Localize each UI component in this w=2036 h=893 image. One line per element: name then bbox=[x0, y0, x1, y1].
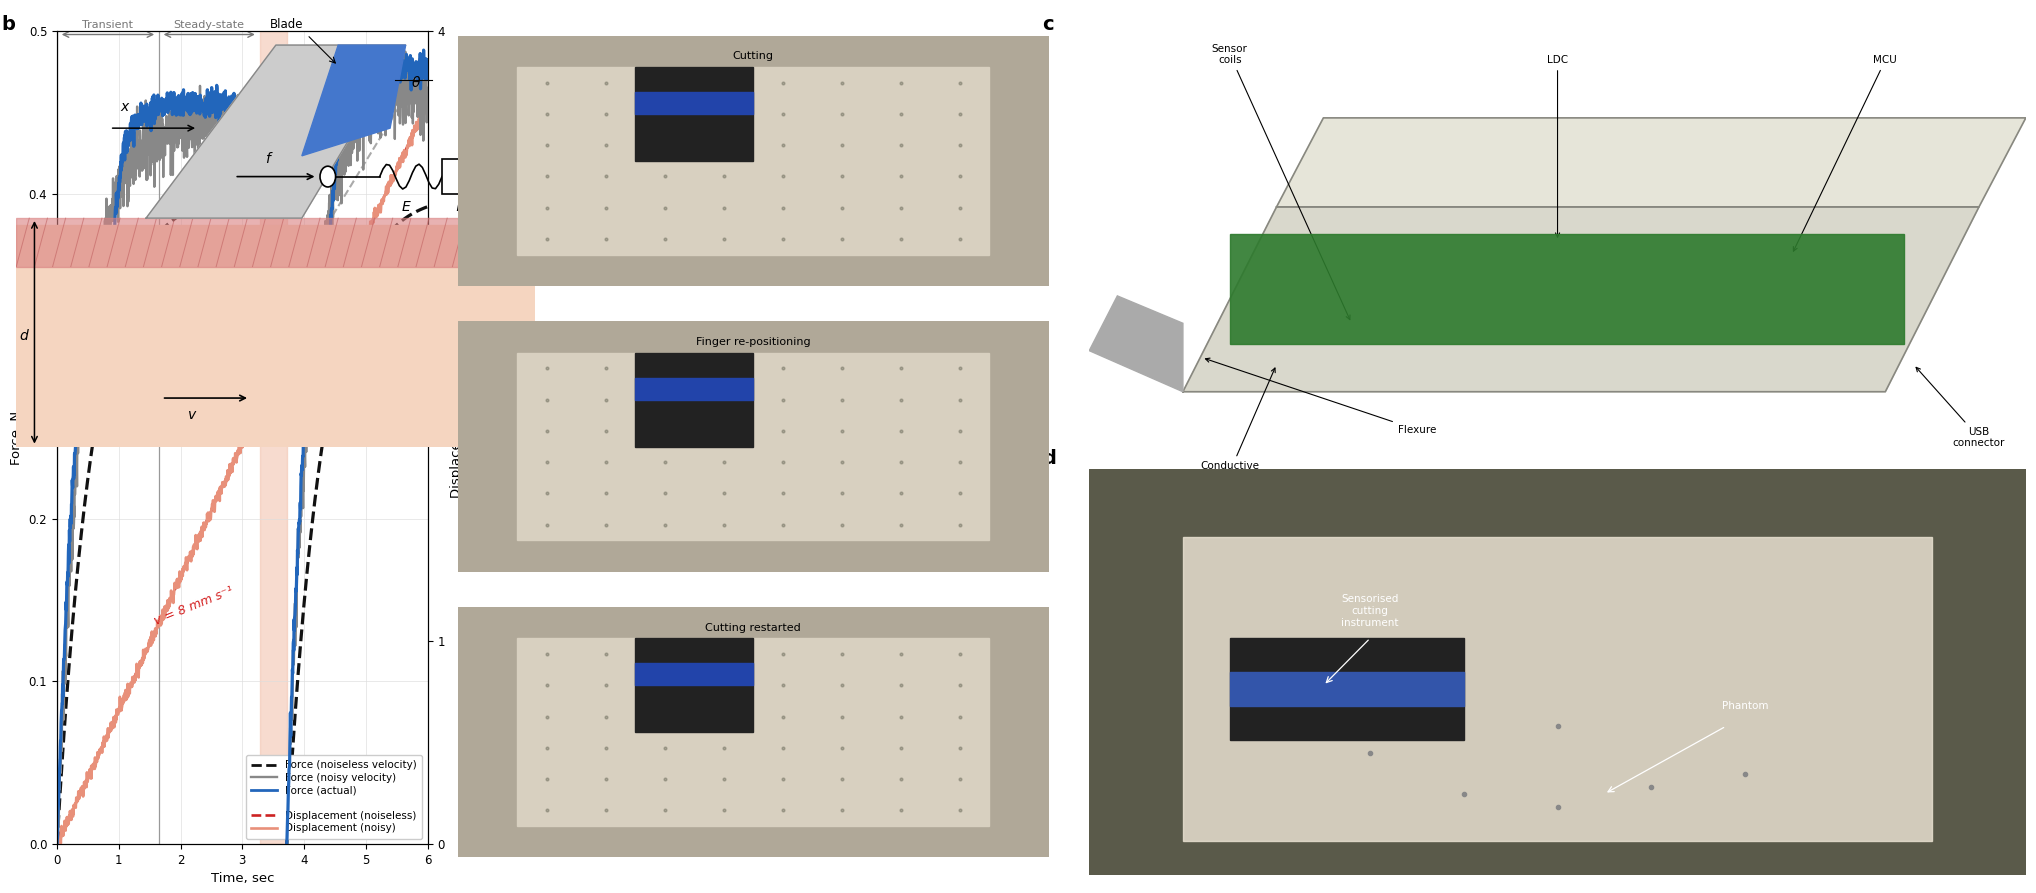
Text: d: d bbox=[18, 329, 29, 343]
Text: Steady-state: Steady-state bbox=[173, 20, 244, 29]
Polygon shape bbox=[1183, 207, 1979, 392]
Text: x: x bbox=[120, 100, 128, 113]
Bar bbox=[635, 378, 753, 400]
Circle shape bbox=[320, 166, 336, 187]
Bar bbox=[442, 159, 478, 194]
Text: Transient: Transient bbox=[83, 20, 134, 29]
Bar bbox=[635, 663, 753, 686]
Legend: Force (noiseless velocity), Force (noisy velocity), Force (actual), , Displaceme: Force (noiseless velocity), Force (noisy… bbox=[246, 755, 421, 839]
Text: USB
connector: USB connector bbox=[1916, 367, 2005, 448]
Polygon shape bbox=[1277, 118, 2026, 207]
Text: Flexure: Flexure bbox=[1205, 358, 1435, 435]
Bar bbox=[517, 353, 989, 540]
Text: Sensor
coils: Sensor coils bbox=[1211, 44, 1350, 320]
Bar bbox=[16, 225, 535, 446]
Bar bbox=[1230, 234, 1904, 344]
Text: Conductive
target: Conductive target bbox=[1201, 368, 1275, 483]
Text: $\eta$: $\eta$ bbox=[454, 201, 466, 216]
Bar bbox=[517, 67, 989, 255]
Bar bbox=[635, 638, 753, 732]
Text: Sensorised
cutting
instrument: Sensorised cutting instrument bbox=[1342, 595, 1399, 628]
Text: $\theta$: $\theta$ bbox=[411, 75, 421, 89]
Polygon shape bbox=[147, 45, 405, 218]
Bar bbox=[1230, 638, 1464, 739]
Text: E: E bbox=[401, 200, 409, 214]
Text: c: c bbox=[1042, 15, 1055, 34]
Text: Phantom: Phantom bbox=[1722, 701, 1767, 711]
Bar bbox=[635, 67, 753, 161]
Y-axis label: Displacement, cm: Displacement, cm bbox=[450, 378, 464, 497]
Text: Cutting: Cutting bbox=[733, 51, 774, 62]
Y-axis label: Force, N: Force, N bbox=[10, 411, 22, 464]
Text: b: b bbox=[2, 15, 16, 34]
Bar bbox=[635, 92, 753, 113]
Text: Blade: Blade bbox=[269, 18, 303, 30]
Text: MCU: MCU bbox=[1794, 55, 1898, 251]
Text: d: d bbox=[1042, 448, 1057, 468]
Polygon shape bbox=[301, 45, 405, 155]
Text: v: v bbox=[187, 408, 195, 421]
Bar bbox=[635, 353, 753, 446]
Bar bbox=[517, 638, 989, 826]
Bar bbox=[1183, 537, 1932, 841]
Polygon shape bbox=[1089, 296, 1183, 392]
X-axis label: Time, sec: Time, sec bbox=[210, 872, 275, 885]
Bar bbox=[16, 218, 535, 266]
Bar bbox=[259, 31, 287, 844]
Text: v = 8 mm s⁻¹: v = 8 mm s⁻¹ bbox=[153, 584, 236, 628]
Text: Cutting restarted: Cutting restarted bbox=[704, 623, 802, 633]
Bar bbox=[1230, 672, 1464, 705]
Text: Finger re-positioning: Finger re-positioning bbox=[696, 338, 810, 347]
Text: f: f bbox=[265, 152, 271, 166]
Text: LDC: LDC bbox=[1547, 55, 1568, 237]
